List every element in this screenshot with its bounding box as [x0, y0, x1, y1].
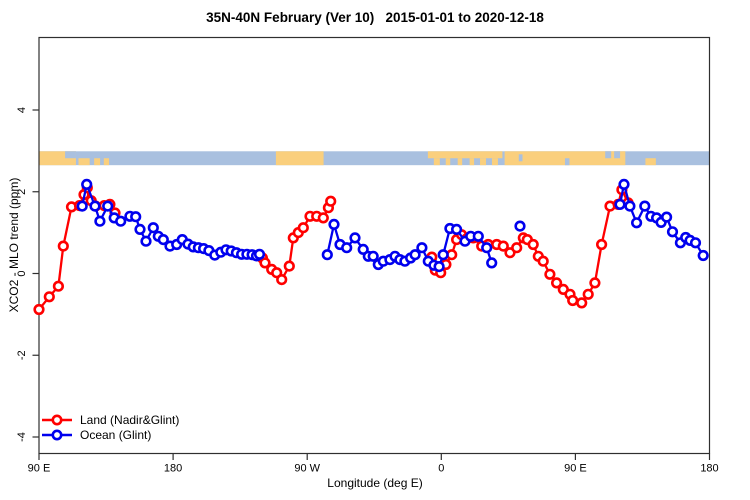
data-point-ocean	[321, 249, 333, 261]
data-point-land	[576, 297, 588, 309]
strip-land-segment	[275, 151, 324, 166]
data-point-ocean	[472, 230, 484, 242]
land-series-marker-icon	[42, 414, 72, 425]
x-tick-label: 180	[700, 463, 718, 475]
data-point-ocean	[618, 178, 630, 190]
data-point-ocean	[76, 200, 88, 212]
data-point-land	[276, 274, 288, 286]
data-point-land	[589, 277, 601, 289]
data-point-ocean	[115, 215, 127, 227]
data-point-ocean	[130, 211, 142, 223]
y-axis-label: XCO2 - MLO trend (ppm)	[7, 177, 21, 313]
data-point-land	[497, 240, 509, 252]
data-point-ocean	[140, 235, 152, 247]
data-point-ocean	[409, 249, 421, 261]
y-tick-label: 0	[16, 270, 28, 276]
data-point-ocean	[624, 200, 636, 212]
data-point-ocean	[328, 218, 340, 230]
y-tick-label: 4	[16, 107, 28, 113]
x-tick-label: 180	[164, 463, 182, 475]
data-point-ocean	[157, 234, 169, 246]
data-point-ocean	[437, 249, 449, 261]
data-point-ocean	[660, 211, 673, 223]
chart-title: 35N-40N February (Ver 10) 2015-01-01 to …	[206, 10, 544, 25]
data-point-ocean	[94, 215, 106, 227]
data-point-land	[511, 242, 523, 254]
data-point-ocean	[253, 248, 266, 260]
data-point-land	[582, 288, 594, 300]
strip-land-segment	[94, 158, 101, 166]
strip-land-segment	[645, 158, 656, 166]
x-axis-label: Longitude (deg E)	[327, 476, 423, 490]
strip-water-patch	[605, 151, 612, 159]
data-point-ocean	[102, 200, 114, 212]
strip-land-segment	[480, 158, 486, 166]
x-tick-label: 90 E	[564, 463, 587, 475]
legend-item-land: Land (Nadir&Glint)	[42, 412, 179, 427]
data-point-ocean	[349, 232, 361, 244]
x-tick-label: 0	[438, 463, 444, 475]
data-point-land	[52, 280, 65, 292]
legend: Land (Nadir&Glint) Ocean (Glint)	[42, 412, 179, 442]
data-point-ocean	[147, 222, 159, 234]
legend-label-land: Land (Nadir&Glint)	[80, 412, 180, 427]
data-point-land	[259, 257, 271, 269]
data-point-ocean	[433, 261, 445, 273]
data-point-land	[544, 268, 556, 280]
strip-water-patch	[614, 151, 621, 159]
data-point-ocean	[341, 242, 353, 254]
data-point-land	[317, 212, 329, 224]
data-point-land	[325, 195, 337, 207]
strip-land-segment	[445, 158, 451, 166]
data-point-land	[33, 303, 45, 316]
data-point-ocean	[367, 250, 379, 262]
legend-label-ocean: Ocean (Glint)	[80, 427, 152, 442]
data-point-ocean	[89, 200, 101, 212]
data-point-ocean	[689, 237, 702, 249]
data-point-land	[527, 238, 539, 251]
y-tick-label: -4	[16, 432, 28, 442]
strip-water-patch	[564, 158, 570, 166]
strip-land-segment	[469, 158, 475, 166]
legend-item-ocean: Ocean (Glint)	[42, 427, 179, 442]
data-point-ocean	[416, 242, 428, 254]
data-point-land	[595, 238, 608, 251]
y-tick-label: -2	[16, 350, 28, 360]
data-point-ocean	[486, 257, 498, 269]
data-point-ocean	[666, 226, 679, 238]
y-tick-label: 2	[16, 189, 28, 195]
strip-land-segment	[433, 158, 440, 166]
data-point-ocean	[639, 200, 651, 212]
strip-land-segment	[427, 151, 503, 159]
x-tick-label: 90 W	[294, 463, 320, 475]
strip-water-patch	[518, 154, 523, 162]
data-point-ocean	[451, 223, 463, 235]
strip-land-segment	[78, 158, 90, 166]
data-point-land	[550, 277, 563, 289]
data-point-ocean	[514, 220, 526, 232]
data-point-land	[57, 240, 69, 252]
data-point-ocean	[81, 178, 93, 190]
data-point-land	[283, 260, 295, 272]
data-point-land	[537, 255, 549, 267]
plot-border	[38, 36, 711, 455]
data-point-ocean	[481, 242, 493, 254]
ocean-series-marker-icon	[42, 429, 72, 440]
data-point-land	[297, 222, 309, 234]
data-point-ocean	[697, 249, 709, 262]
data-point-ocean	[630, 217, 643, 229]
data-point-ocean	[614, 198, 626, 210]
strip-water-patch	[65, 151, 76, 159]
strip-land-segment	[103, 158, 110, 166]
x-tick-label: 90 E	[28, 463, 51, 475]
data-point-ocean	[134, 223, 146, 235]
strip-land-segment	[457, 158, 463, 166]
strip-land-segment	[491, 158, 498, 166]
data-point-land	[43, 291, 55, 303]
data-point-land	[567, 294, 579, 307]
